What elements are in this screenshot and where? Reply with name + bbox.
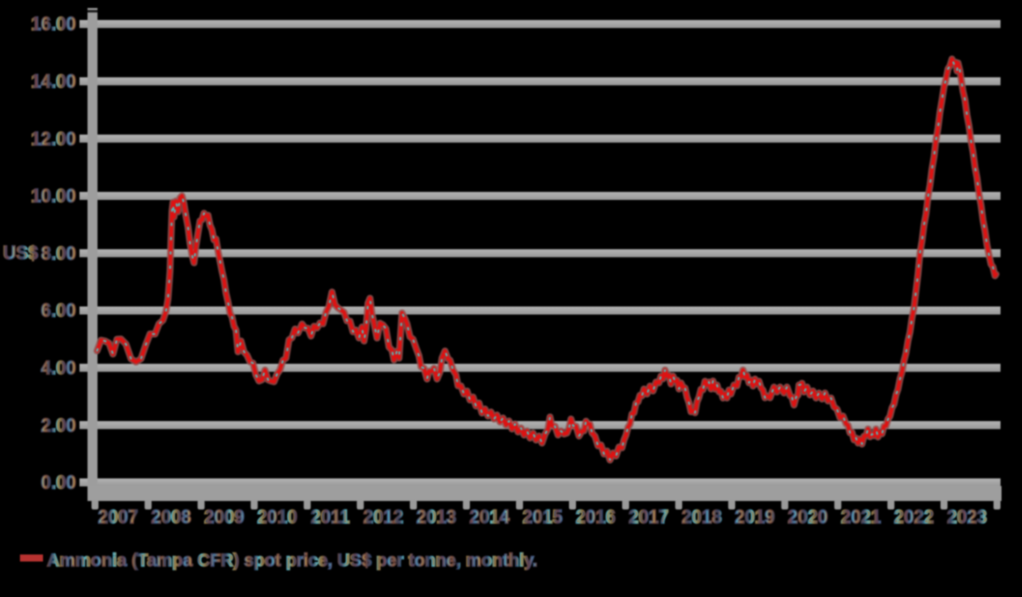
svg-text:12.00: 12.00 xyxy=(31,129,76,149)
svg-text:2014: 2014 xyxy=(469,507,509,527)
svg-text:14.00: 14.00 xyxy=(31,72,76,92)
svg-text:2020: 2020 xyxy=(788,507,828,527)
svg-text:2015: 2015 xyxy=(522,507,562,527)
svg-text:2010: 2010 xyxy=(257,507,297,527)
svg-text:2009: 2009 xyxy=(204,507,244,527)
svg-text:2018: 2018 xyxy=(682,507,722,527)
svg-text:2007: 2007 xyxy=(98,507,138,527)
svg-text:US$: US$ xyxy=(3,243,38,263)
svg-text:16.00: 16.00 xyxy=(31,14,76,34)
svg-text:4.00: 4.00 xyxy=(41,358,76,378)
svg-text:2008: 2008 xyxy=(151,507,191,527)
svg-text:2022: 2022 xyxy=(894,507,934,527)
svg-text:2013: 2013 xyxy=(416,507,456,527)
svg-text:2019: 2019 xyxy=(735,507,775,527)
svg-text:Ammonia (Tampa CFR) spot price: Ammonia (Tampa CFR) spot price, US$ per … xyxy=(47,550,537,570)
svg-text:8.00: 8.00 xyxy=(41,243,76,263)
svg-text:2021: 2021 xyxy=(841,507,881,527)
svg-text:2012: 2012 xyxy=(363,507,403,527)
svg-text:2023: 2023 xyxy=(947,507,987,527)
svg-text:2016: 2016 xyxy=(576,507,616,527)
svg-text:2017: 2017 xyxy=(629,507,669,527)
svg-text:2011: 2011 xyxy=(311,507,350,527)
svg-text:0.00: 0.00 xyxy=(41,473,76,493)
svg-text:10.00: 10.00 xyxy=(31,186,76,206)
svg-text:6.00: 6.00 xyxy=(41,301,76,321)
svg-text:2.00: 2.00 xyxy=(41,415,76,435)
